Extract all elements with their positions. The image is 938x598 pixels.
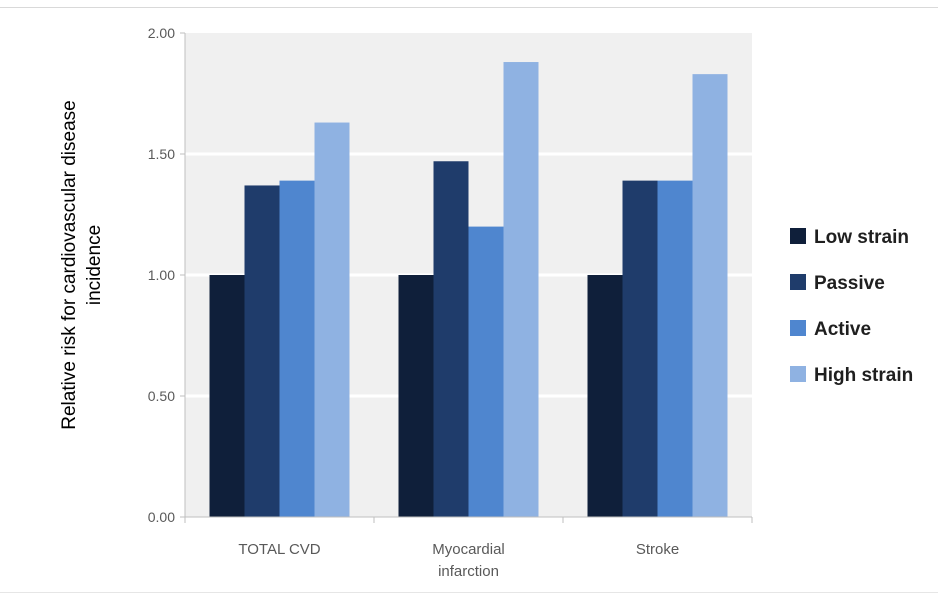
y-axis-label-line: Relative risk for cardiovascular disease xyxy=(59,100,80,429)
x-category-label-line: TOTAL CVD xyxy=(238,541,320,558)
legend-swatch-passive xyxy=(790,274,806,290)
bottom-divider xyxy=(0,592,938,593)
bar-total-cvd-passive xyxy=(244,185,280,517)
legend-swatch-high-strain xyxy=(790,366,806,382)
x-category-label-stroke: Stroke xyxy=(636,541,679,558)
legend: Low strain Passive Active High strain xyxy=(790,227,913,386)
bar-stroke-passive xyxy=(622,180,658,517)
y-tick-labels: 0.00 0.50 1.00 1.50 2.00 xyxy=(148,25,175,525)
bar-myocardial-infarction-low-strain xyxy=(398,275,434,517)
y-tick-label-0-00: 0.00 xyxy=(148,509,175,525)
bars xyxy=(209,62,728,517)
bar-stroke-active xyxy=(657,180,693,517)
x-category-label-line: infarction xyxy=(438,563,499,580)
legend-swatch-low-strain xyxy=(790,228,806,244)
legend-label-active: Active xyxy=(814,319,871,340)
legend-swatch-active xyxy=(790,320,806,336)
legend-label-high-strain: High strain xyxy=(814,365,913,386)
y-tick-label-2-00: 2.00 xyxy=(148,25,175,41)
bar-myocardial-infarction-high-strain xyxy=(503,62,539,517)
legend-label-passive: Passive xyxy=(814,273,885,294)
bar-stroke-high-strain xyxy=(692,74,728,517)
bar-total-cvd-active xyxy=(279,180,315,517)
x-category-label-total-cvd: TOTAL CVD xyxy=(238,541,320,558)
y-axis-label: Relative risk for cardiovascular disease… xyxy=(59,100,105,429)
y-axis-label-line: incidence xyxy=(84,225,105,305)
bar-total-cvd-high-strain xyxy=(314,122,350,517)
top-divider xyxy=(0,7,938,8)
x-category-label-line: Myocardial xyxy=(432,541,505,558)
axes xyxy=(180,32,753,523)
y-tick-label-0-50: 0.50 xyxy=(148,388,175,404)
bar-myocardial-infarction-passive xyxy=(433,161,469,517)
x-category-labels: TOTAL CVD Myocardial infarction Stroke xyxy=(238,541,679,580)
legend-label-low-strain: Low strain xyxy=(814,227,909,248)
x-category-label-myocardial-infarction: Myocardial infarction xyxy=(432,541,505,580)
bar-stroke-low-strain xyxy=(587,275,623,517)
y-tick-label-1-00: 1.00 xyxy=(148,267,175,283)
x-category-label-line: Stroke xyxy=(636,541,679,558)
bar-total-cvd-low-strain xyxy=(209,275,245,517)
y-tick-label-1-50: 1.50 xyxy=(148,146,175,162)
bar-myocardial-infarction-active xyxy=(468,226,504,517)
